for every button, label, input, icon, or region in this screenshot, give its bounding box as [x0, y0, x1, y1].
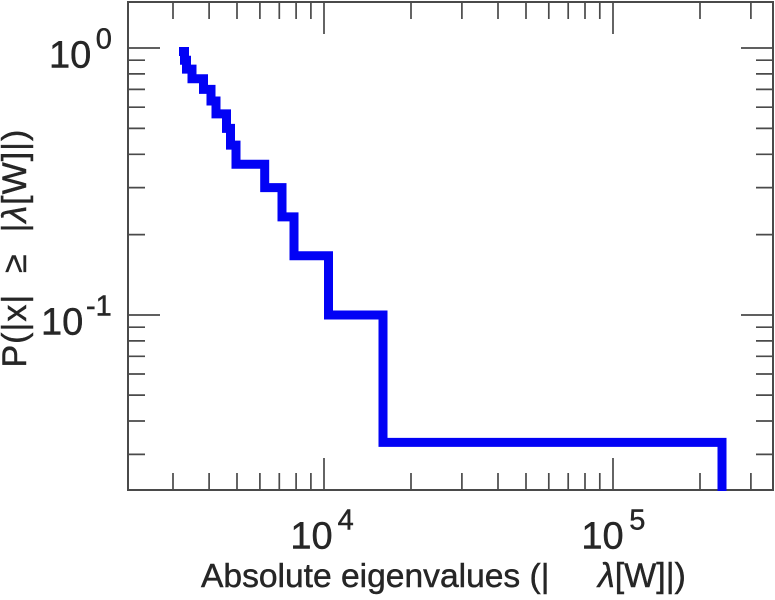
svg-text:λ[W]|): λ[W]|) [596, 557, 686, 595]
svg-text:10: 10 [290, 515, 332, 557]
svg-text:5: 5 [629, 504, 645, 536]
svg-text:10: 10 [581, 515, 623, 557]
svg-text:P(|x| ≥ |λ[W]|): P(|x| ≥ |λ[W]|) [0, 129, 34, 368]
svg-text:10: 10 [41, 302, 83, 344]
svg-text:0: 0 [96, 23, 112, 55]
svg-text:-1: -1 [86, 291, 112, 323]
svg-text:10: 10 [49, 35, 91, 77]
svg-text:4: 4 [338, 504, 354, 536]
svg-text:Absolute eigenvalues (|: Absolute eigenvalues (| [201, 558, 549, 595]
